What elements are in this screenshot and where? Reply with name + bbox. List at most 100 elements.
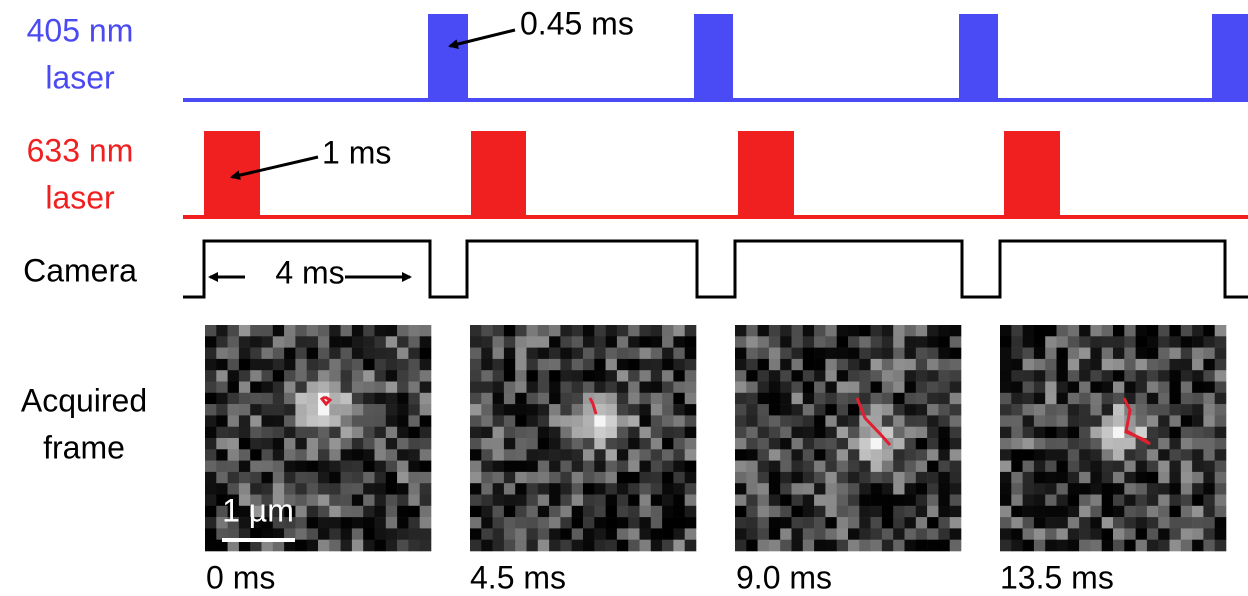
pixel [374,336,387,348]
pixel [949,426,962,439]
pixel [1146,449,1159,461]
pixel [938,517,950,529]
pixel [363,539,375,552]
pixel [904,505,917,518]
pixel [284,347,296,360]
pixel [1090,325,1102,337]
pixel [836,325,849,337]
pixel [1180,381,1193,394]
pixel [295,370,307,382]
pixel [684,370,697,382]
pixel [306,347,319,360]
pixel [639,426,652,439]
pixel [605,505,618,518]
pixel [836,449,849,461]
pixel [605,325,618,337]
pixel [295,539,307,552]
pixel [927,404,939,416]
pixel [746,483,758,495]
pixel [250,370,262,382]
pixel [859,483,871,495]
pixel [272,370,285,382]
pixel [515,358,527,371]
pixel [1045,325,1057,337]
pixel [340,505,353,518]
pixel [1169,460,1182,473]
pixel [605,404,618,416]
pixel [1101,438,1114,450]
pixel [419,404,432,416]
pixel [408,483,420,495]
pixel [1079,415,1091,427]
pixel [583,449,595,461]
pixel [1033,370,1046,382]
pixel [526,370,539,382]
pixel [1079,539,1091,552]
pixel [374,438,387,450]
pixel [363,471,375,484]
pixel [560,471,572,484]
pixel [306,415,319,427]
pixel [1011,381,1023,394]
pixel [250,358,262,371]
pixel [605,483,618,495]
pixel [397,336,409,348]
pixel [1011,370,1023,382]
pixel [549,325,561,337]
pixel [1180,539,1193,552]
pixel [571,471,584,484]
pixel [238,483,251,495]
pixel [481,483,493,495]
pixel [639,483,652,495]
pixel [318,517,330,529]
pixel [419,392,432,405]
pixel [385,415,398,427]
pixel [662,404,674,416]
pixel [1214,347,1227,360]
pixel [1203,449,1215,461]
pixel [1192,392,1204,405]
pixel [306,381,319,394]
pixel [746,336,758,348]
pixel [949,347,962,360]
pixel [419,426,432,439]
pixel [1101,415,1114,427]
pixel [1124,358,1136,371]
pixel [503,517,516,529]
pixel [261,449,274,461]
pixel [1192,449,1204,461]
pixel [397,438,409,450]
pixel [481,325,493,337]
pixel [1158,471,1170,484]
pixel [549,505,561,518]
pixel [560,449,572,461]
pixel [470,528,482,540]
pixel [408,517,420,529]
pixel [768,358,781,371]
pixel [1113,539,1125,552]
pixel [306,460,319,473]
pixel [1203,517,1215,529]
pixel [1124,528,1136,540]
pixel [915,370,928,382]
pixel [881,528,894,540]
pixel [825,517,837,529]
pixel [284,392,296,405]
pixel [583,370,595,382]
pixel [802,347,815,360]
pixel [284,517,296,529]
pixel [1067,438,1080,450]
pixel [261,358,274,371]
pixel [481,404,493,416]
pixel [893,404,905,416]
pixel [1000,381,1012,394]
pixel [735,460,747,473]
pixel [537,358,550,371]
pixel [650,404,663,416]
pixel [768,449,781,461]
pixel [746,392,758,405]
pixel [605,381,618,394]
pixel [238,347,251,360]
pixel [340,404,353,416]
pixel [825,381,837,394]
